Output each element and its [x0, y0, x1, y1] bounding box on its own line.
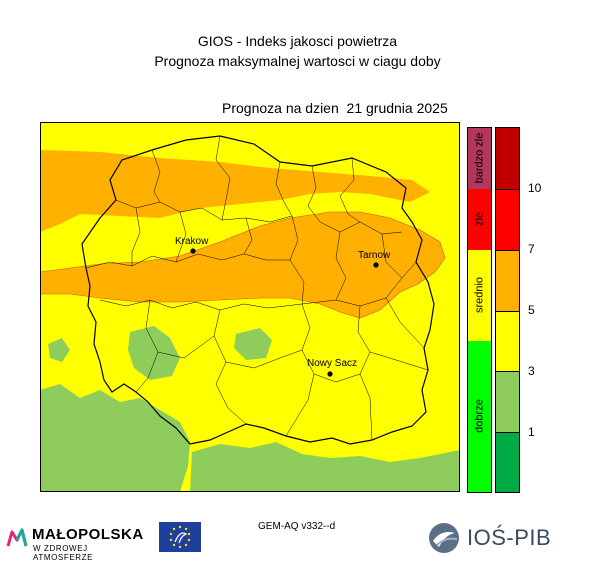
category-dobrze: dobrze — [468, 341, 491, 492]
category-bardzo-zle: bardzo zle — [468, 128, 491, 189]
city-markers — [190, 248, 379, 377]
scale-band-red — [496, 189, 519, 250]
map-frame — [40, 122, 460, 492]
scale-tick-3: 3 — [528, 364, 535, 378]
color-scale — [495, 127, 520, 493]
map-title: GIOS - Indeks jakosci powietrza — [197, 33, 398, 49]
category-srednio: srednio — [468, 250, 491, 341]
tarnow-marker — [373, 262, 379, 268]
green-zone-south — [190, 442, 460, 492]
scale-band-light-green — [496, 371, 519, 432]
orange-band — [40, 212, 445, 318]
green-zone-southwest — [40, 384, 190, 492]
green-zone-center-east — [234, 328, 272, 360]
scale-tick-10: 10 — [528, 181, 542, 195]
green-zone-center — [128, 326, 180, 380]
scale-tick-1: 1 — [528, 425, 535, 439]
category-legend: bardzo zle zle srednio dobrze — [467, 127, 492, 493]
scale-tick-5: 5 — [528, 303, 535, 317]
scale-band-dark-red — [496, 128, 519, 189]
green-zone-west-patch — [48, 338, 70, 362]
malopolska-mark-icon — [6, 528, 28, 547]
malopolska-logo: MAŁOPOLSKA W ZDROWEJ ATMOSFERZE — [6, 523, 146, 562]
county-boundaries — [85, 135, 429, 441]
city-label-nowy-sacz: Nowy Sacz — [307, 358, 357, 369]
forecast-map: Krakow Tarnow Nowy Sacz — [40, 122, 460, 492]
malopolska-tagline: W ZDROWEJ ATMOSFERZE — [33, 544, 94, 562]
scale-band-orange — [496, 250, 519, 311]
ios-pib-mark-icon — [429, 523, 459, 553]
nowy-sacz-marker — [327, 371, 333, 377]
malopolska-name: MAŁOPOLSKA — [32, 526, 144, 543]
category-zle: zle — [468, 189, 491, 250]
orange-zone-left — [40, 158, 78, 192]
model-version: GEM-AQ v332--d — [258, 521, 336, 532]
scale-tick-7: 7 — [528, 242, 535, 256]
forecast-date: Prognoza na dzien 21 grudnia 2025 — [222, 100, 448, 116]
scale-band-green — [496, 432, 519, 492]
ios-pib-logo: IOŚ-PIB — [427, 521, 562, 555]
scale-band-yellow — [496, 311, 519, 371]
ios-pib-name: IOŚ-PIB — [467, 525, 552, 550]
voivodeship-boundary — [81, 135, 435, 445]
orange-zone-top — [40, 150, 430, 232]
city-label-krakow: Krakow — [175, 236, 209, 247]
eu-life-logo — [159, 522, 201, 552]
orange-contour — [40, 211, 446, 319]
city-label-tarnow: Tarnow — [358, 250, 391, 261]
map-subtitle: Prognoza maksymalnej wartosci w ciagu do… — [154, 53, 441, 69]
krakow-marker — [190, 248, 196, 254]
